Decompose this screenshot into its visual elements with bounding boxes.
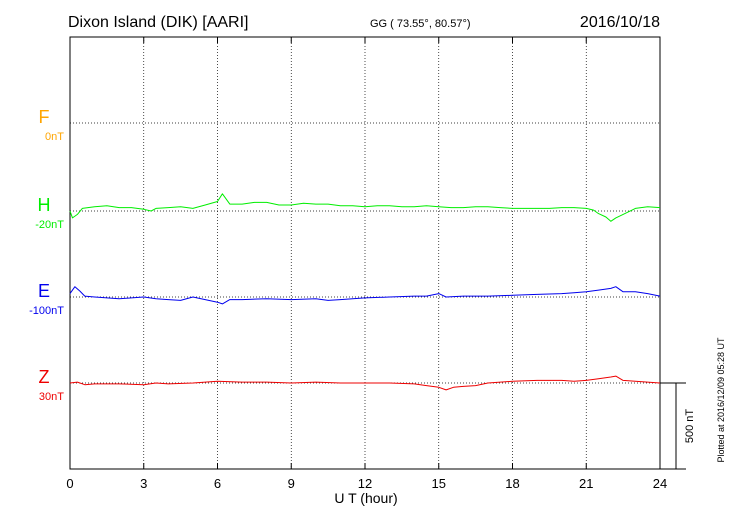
series-offset-f: 0nT <box>45 131 64 143</box>
x-tick-label: 3 <box>140 476 147 491</box>
series-line-e <box>69 286 661 305</box>
station-title: Dixon Island (DIK) [AARI] <box>68 14 249 31</box>
x-tick-label: 0 <box>66 476 73 491</box>
series-name-z: Z <box>39 367 50 387</box>
date-label: 2016/10/18 <box>580 14 660 31</box>
scale-bar-label: 500 nT <box>684 409 696 444</box>
series-line-z <box>69 375 661 391</box>
series-line-h <box>69 193 661 222</box>
x-tick-label: 21 <box>579 476 593 491</box>
x-tick-label: 15 <box>432 476 446 491</box>
x-tick-label: 9 <box>288 476 295 491</box>
scale-bar: 500 nT <box>660 382 696 470</box>
x-axis-label: U T (hour) <box>334 490 397 506</box>
grid <box>70 37 660 469</box>
x-tick-label: 12 <box>358 476 372 491</box>
series-name-f: F <box>39 107 50 127</box>
series-offset-h: -20nT <box>35 219 64 231</box>
series-offset-e: -100nT <box>29 305 64 317</box>
x-tick-label: 24 <box>653 476 667 491</box>
x-ticks: 0 3 6 9 12 15 18 21 24 <box>66 37 667 491</box>
series-lines <box>69 193 661 391</box>
x-tick-label: 6 <box>214 476 221 491</box>
series-name-e: E <box>38 281 50 301</box>
x-tick-label: 18 <box>505 476 519 491</box>
plotted-at-note: Plotted at 2016/12/09 05:28 UT <box>716 337 726 463</box>
coordinates-label: GG ( 73.55°, 80.57°) <box>370 18 471 30</box>
series-labels: F 0nT H -20nT E -100nT Z 30nT <box>29 107 64 403</box>
series-name-h: H <box>38 195 51 215</box>
series-offset-z: 30nT <box>39 391 64 403</box>
